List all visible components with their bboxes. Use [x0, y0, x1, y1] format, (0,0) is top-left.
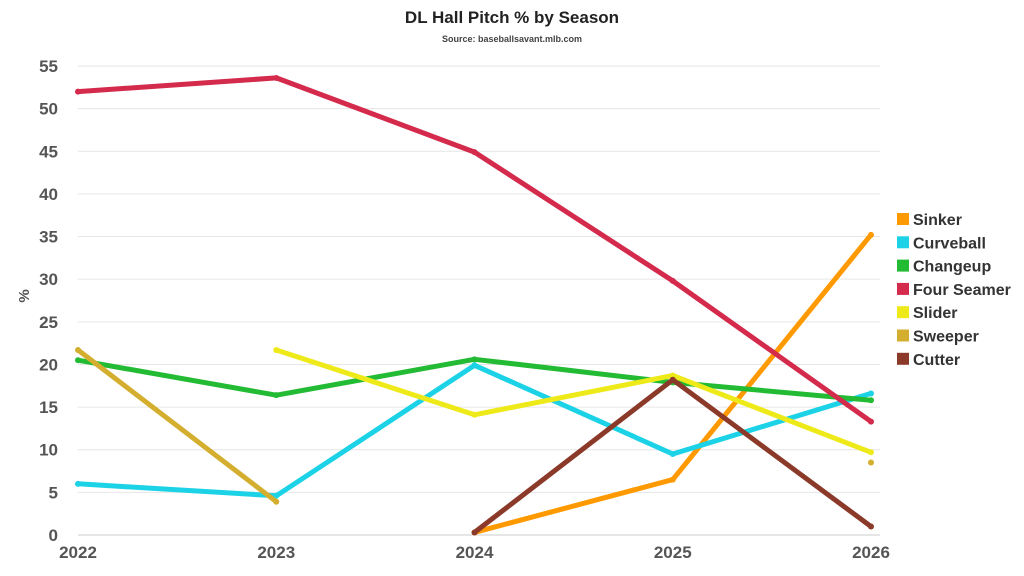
legend-label-slider: Slider: [913, 305, 957, 322]
chart-subtitle: Source: baseballsavant.mlb.com: [442, 34, 582, 44]
data-point-curveball: [273, 492, 280, 499]
legend-swatch-curveball: [897, 236, 909, 249]
series-sweeper: [75, 346, 874, 505]
legend-swatch-sweeper: [897, 329, 909, 342]
series-four-seamer: [75, 74, 874, 425]
legend-label-curveball: Curveball: [913, 235, 986, 252]
series-curveball: [75, 362, 874, 499]
y-tick-label: 0: [49, 526, 58, 545]
y-tick-label: 5: [49, 483, 58, 502]
data-point-sinker: [868, 231, 874, 238]
y-tick-label: 50: [39, 100, 58, 119]
chart-title: DL Hall Pitch % by Season: [405, 8, 619, 27]
data-point-changeup: [471, 356, 478, 363]
y-axis-label: %: [16, 289, 33, 302]
data-point-slider: [471, 411, 478, 418]
y-tick-label: 40: [39, 185, 58, 204]
data-point-cutter: [471, 529, 478, 536]
data-point-curveball: [669, 450, 676, 457]
series-layer: [75, 74, 874, 536]
data-point-changeup: [75, 357, 81, 364]
series-line-sweeper: [75, 347, 279, 505]
legend-label-sinker: Sinker: [913, 212, 962, 229]
data-point-sinker: [669, 476, 676, 483]
series-line-four-seamer: [75, 75, 874, 425]
y-tick-label: 10: [39, 441, 58, 460]
y-tick-label: 45: [39, 142, 58, 161]
data-point-sweeper: [273, 498, 280, 505]
x-tick-label: 2023: [257, 543, 295, 562]
y-tick-label: 30: [39, 270, 58, 289]
data-point-curveball: [75, 480, 81, 487]
y-tick-label: 55: [39, 57, 58, 76]
series-cutter: [471, 376, 874, 536]
legend-swatch-cutter: [897, 352, 909, 365]
series-line-slider: [273, 347, 874, 455]
data-point-four-seamer: [868, 418, 874, 425]
data-point-changeup: [868, 397, 874, 404]
data-point-curveball: [868, 390, 874, 397]
series-slider: [273, 346, 874, 456]
legend-label-changeup: Changeup: [913, 259, 991, 276]
data-point-four-seamer: [75, 88, 81, 95]
data-point-curveball: [471, 362, 478, 369]
legend-swatch-four-seamer: [897, 282, 909, 295]
data-point-sweeper: [75, 346, 81, 353]
data-point-four-seamer: [669, 277, 676, 284]
data-point-changeup: [273, 392, 280, 399]
legend-swatch-sinker: [897, 213, 909, 225]
x-tick-label: 2025: [654, 543, 692, 562]
y-tick-label: 35: [39, 228, 58, 247]
y-tick-label: 15: [39, 398, 58, 417]
data-point-cutter: [868, 523, 874, 530]
data-point-sweeper: [868, 459, 874, 466]
data-point-four-seamer: [471, 149, 478, 156]
legend-label-sweeper: Sweeper: [913, 329, 979, 346]
legend-swatch-changeup: [897, 259, 909, 272]
y-tick-label: 20: [39, 355, 58, 374]
x-tick-label: 2024: [456, 543, 494, 562]
legend-label-cutter: Cutter: [913, 352, 960, 369]
legend-swatch-slider: [897, 306, 909, 319]
legend-label-four-seamer: Four Seamer: [913, 282, 1011, 299]
data-point-four-seamer: [273, 74, 280, 81]
data-point-slider: [669, 372, 676, 379]
grid-layer: [78, 65, 880, 536]
data-point-cutter: [669, 376, 676, 383]
data-point-slider: [868, 449, 874, 456]
x-tick-label: 2026: [852, 543, 890, 562]
legend: Sinker Curveball Changeup Four Seamer Slider…: [897, 212, 1011, 369]
data-point-slider: [273, 346, 280, 353]
x-tick-label: 2022: [59, 543, 97, 562]
y-tick-label: 25: [39, 313, 58, 332]
